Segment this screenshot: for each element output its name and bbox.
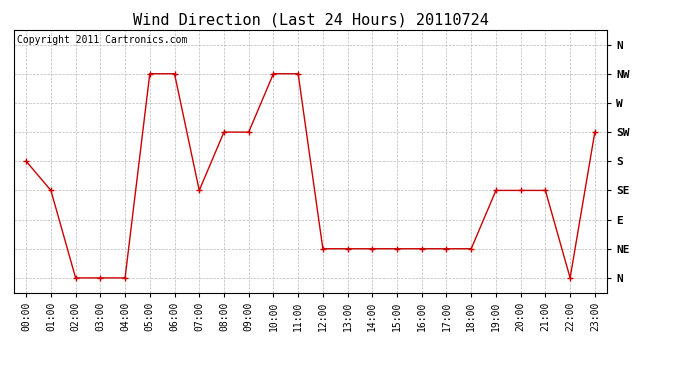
- Text: Copyright 2011 Cartronics.com: Copyright 2011 Cartronics.com: [17, 35, 187, 45]
- Title: Wind Direction (Last 24 Hours) 20110724: Wind Direction (Last 24 Hours) 20110724: [132, 12, 489, 27]
